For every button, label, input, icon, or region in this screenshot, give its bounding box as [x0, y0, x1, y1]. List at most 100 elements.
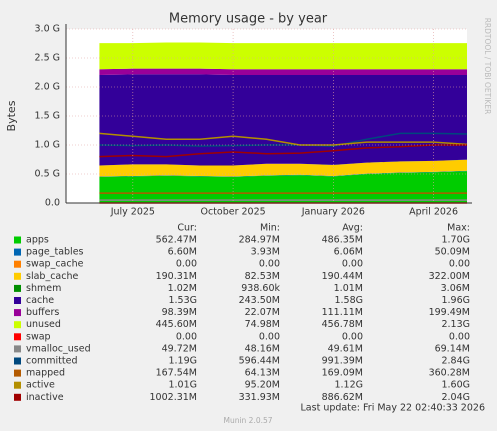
legend-stat: 3.06M: [441, 283, 470, 294]
legend-swatch: [14, 393, 21, 401]
legend-label: swap: [26, 331, 51, 342]
chart-title: Memory usage - by year: [169, 12, 328, 27]
last-update: Last update: Fri May 22 02:40:33 2026: [301, 403, 485, 414]
legend-swatch: [14, 357, 21, 365]
legend-stat: 111.11M: [322, 307, 363, 318]
legend-stat: 1.96G: [441, 295, 470, 306]
legend-stat: 0.00: [342, 259, 363, 270]
legend-stat: 49.72M: [162, 343, 197, 354]
legend-stat: 1.02M: [168, 283, 197, 294]
y-tick-label: 1.0 G: [35, 140, 61, 151]
column-header: Cur:: [177, 223, 197, 234]
legend-stat: 991.39M: [322, 356, 363, 367]
y-tick-label: 0.5 G: [35, 169, 61, 180]
legend-stat: 331.93M: [239, 392, 280, 403]
legend-stat: 0.00: [176, 259, 197, 270]
legend-stat: 82.53M: [245, 271, 280, 282]
legend-swatch: [14, 309, 21, 317]
legend-label: active: [26, 380, 55, 391]
legend-stat: 48.16M: [245, 343, 280, 354]
legend-stat: 167.54M: [156, 368, 197, 379]
legend-stat: 50.09M: [435, 247, 470, 258]
legend-stat: 1.01G: [168, 380, 197, 391]
legend-swatch: [14, 333, 21, 341]
legend-swatch: [14, 369, 21, 377]
area: [99, 159, 468, 177]
x-tick-label: January 2026: [301, 207, 365, 218]
legend-swatch: [14, 248, 21, 256]
legend-stat: 596.44M: [239, 356, 280, 367]
y-tick-label: 1.5 G: [35, 111, 61, 122]
side-label: RRDTOOL / TOBI OETIKER: [483, 18, 492, 115]
legend-stat: 169.09M: [322, 368, 363, 379]
legend-label: inactive: [26, 392, 64, 403]
legend-swatch: [14, 284, 21, 292]
legend-swatch: [14, 236, 21, 244]
legend-stat: 562.47M: [156, 235, 197, 246]
legend-stat: 6.06M: [334, 247, 363, 258]
legend-label: mapped: [26, 368, 65, 379]
legend-stat: 49.61M: [328, 343, 363, 354]
legend-stat: 199.49M: [429, 307, 470, 318]
legend-stat: 322.00M: [429, 271, 470, 282]
legend-label: shmem: [26, 283, 61, 294]
legend-stat: 284.97M: [239, 235, 280, 246]
area: [99, 68, 468, 75]
x-tick-label: October 2025: [200, 207, 265, 218]
legend-stat: 0.00: [449, 259, 470, 270]
legend-stat: 0.00: [342, 331, 363, 342]
footer: Munin 2.0.57: [223, 416, 272, 425]
legend-stat: 1002.31M: [150, 392, 197, 403]
legend-stat: 360.28M: [429, 368, 470, 379]
legend-stat: 3.93M: [251, 247, 280, 258]
legend-label: swap_cache: [26, 259, 84, 270]
legend-stat: 190.31M: [156, 271, 197, 282]
legend-stat: 0.00: [176, 331, 197, 342]
y-axis-label: Bytes: [5, 100, 18, 131]
legend-stat: 6.60M: [168, 247, 197, 258]
legend-stat: 456.78M: [322, 319, 363, 330]
legend-stat: 1.19G: [168, 356, 197, 367]
y-tick-label: 2.0 G: [35, 82, 61, 93]
legend-label: unused: [26, 319, 61, 330]
legend-stat: 886.62M: [322, 392, 363, 403]
line: [99, 132, 468, 146]
legend-label: vmalloc_used: [26, 343, 91, 354]
legend-stat: 95.20M: [245, 380, 280, 391]
legend-stat: 2.13G: [441, 319, 470, 330]
legend-stat: 2.84G: [441, 356, 470, 367]
legend-stat: 22.07M: [245, 307, 280, 318]
legend-label: page_tables: [26, 247, 84, 258]
legend-swatch: [14, 345, 21, 353]
legend-stat: 938.60k: [241, 283, 280, 294]
y-tick-label: 2.5 G: [35, 53, 61, 64]
legend-stat: 190.44M: [322, 271, 363, 282]
legend-stat: 243.50M: [239, 295, 280, 306]
column-header: Max:: [447, 223, 470, 234]
legend-swatch: [14, 297, 21, 304]
legend-stat: 98.39M: [162, 307, 197, 318]
legend-stat: 64.13M: [245, 368, 280, 379]
line: [99, 144, 467, 158]
column-header: Avg:: [342, 223, 363, 234]
legend-swatch: [14, 260, 21, 268]
legend-stat: 69.14M: [435, 343, 470, 354]
legend-swatch: [14, 272, 21, 280]
legend-stat: 2.04G: [441, 392, 470, 403]
legend-stat: 0.00: [259, 331, 280, 342]
legend-label: apps: [26, 235, 49, 246]
area: [99, 74, 468, 166]
legend-stat: 1.53G: [168, 295, 197, 306]
y-tick-label: 3.0 G: [35, 24, 61, 35]
legend-stat: 1.01M: [334, 283, 363, 294]
line: [99, 132, 468, 147]
legend-stat: 1.60G: [441, 380, 470, 391]
legend-label: committed: [26, 356, 78, 367]
area: [99, 42, 468, 70]
x-tick-label: April 2026: [409, 207, 458, 218]
x-tick-label: July 2025: [110, 207, 155, 218]
legend-stat: 0.00: [259, 259, 280, 270]
legend-stat: 1.58G: [334, 295, 363, 306]
legend-swatch: [14, 321, 21, 329]
